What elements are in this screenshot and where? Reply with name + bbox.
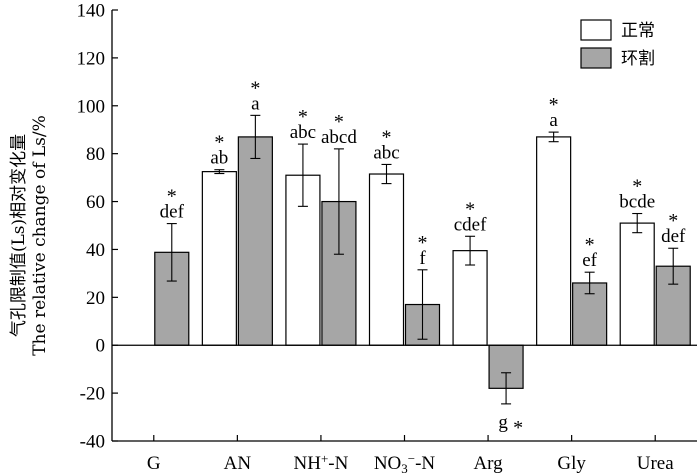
y-tick-label: 20 <box>86 288 105 309</box>
x-tick-label: NO3−-N <box>374 451 436 473</box>
significance-letter: abc <box>373 142 399 163</box>
legend-swatch <box>580 47 612 69</box>
bar <box>368 173 405 346</box>
y-tick-label: 80 <box>86 144 105 165</box>
significance-star: * <box>298 106 308 128</box>
significance-letter: ab <box>210 148 228 169</box>
significance-letter: abc <box>290 122 316 143</box>
y-tick-label: 100 <box>77 96 106 117</box>
y-axis-label: 气孔限制值(Ls)相对变化量 The relative change of Ls… <box>9 115 50 356</box>
significance-letter: def <box>661 226 686 247</box>
x-tick-label: NH+-N <box>293 451 348 473</box>
y-tick-label: 140 <box>77 1 106 22</box>
y-tick-label: 0 <box>96 336 106 357</box>
y-tick-label: -20 <box>80 384 105 405</box>
y-tick-label: 60 <box>86 192 105 213</box>
legend-swatch <box>580 19 612 41</box>
significance-star: * <box>513 417 523 439</box>
bar <box>536 136 572 346</box>
significance-star: * <box>418 232 428 254</box>
significance-letter: g <box>498 412 508 433</box>
x-tick-label: Urea <box>637 453 674 473</box>
significance-star: * <box>167 186 177 208</box>
significance-star: * <box>632 176 642 198</box>
y-tick-label: 120 <box>77 48 106 69</box>
significance-letter: f <box>419 248 426 269</box>
x-tick-label: G <box>147 453 161 473</box>
y-tick-label: 40 <box>86 240 105 261</box>
bar <box>201 171 237 346</box>
x-tick-label: Arg <box>473 453 503 473</box>
significance-star: * <box>334 111 344 133</box>
significance-letter: bcde <box>619 192 655 213</box>
significance-letter: abcd <box>321 127 357 148</box>
significance-star: * <box>214 132 224 154</box>
significance-star: * <box>549 94 559 116</box>
y-axis-label-chinese: 气孔限制值(Ls)相对变化量 <box>9 134 29 337</box>
significance-star: * <box>585 234 595 256</box>
significance-letter: ef <box>582 250 597 271</box>
significance-star: * <box>250 77 260 99</box>
legend-label: 正常 <box>621 21 655 41</box>
legend-label: 环割 <box>621 49 655 69</box>
significance-letter: a <box>549 110 558 131</box>
y-axis-label-english: The relative change of Ls/% <box>30 115 50 356</box>
bar <box>237 136 273 346</box>
significance-star: * <box>382 126 392 148</box>
significance-letter: a <box>251 93 260 114</box>
significance-letter: cdef <box>454 214 487 235</box>
bar <box>619 222 655 346</box>
significance-star: * <box>668 210 678 232</box>
x-tick-label: Gly <box>557 453 586 473</box>
x-tick-label: AN <box>224 453 252 473</box>
y-tick-label: -40 <box>80 432 105 453</box>
significance-letter: def <box>160 202 185 223</box>
significance-star: * <box>465 198 475 220</box>
